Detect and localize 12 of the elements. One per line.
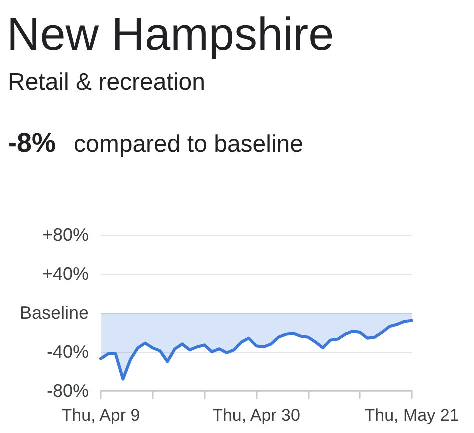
chart-title: New Hampshire bbox=[7, 8, 334, 60]
text: -8% bbox=[8, 128, 56, 158]
y-tick-label: -40% bbox=[46, 342, 89, 362]
x-tick-label: Thu, May 21 bbox=[364, 406, 460, 425]
x-tick-label: Thu, Apr 30 bbox=[212, 406, 300, 425]
y-tick-label: Baseline bbox=[20, 303, 89, 323]
y-tick-label: +80% bbox=[42, 225, 89, 245]
text: compared to baseline bbox=[74, 131, 304, 158]
y-tick-label: -80% bbox=[46, 381, 89, 401]
chart-subtitle: Retail & recreation bbox=[8, 69, 206, 96]
x-tick-label: Thu, Apr 9 bbox=[62, 406, 140, 425]
y-tick-label: +40% bbox=[42, 264, 89, 284]
